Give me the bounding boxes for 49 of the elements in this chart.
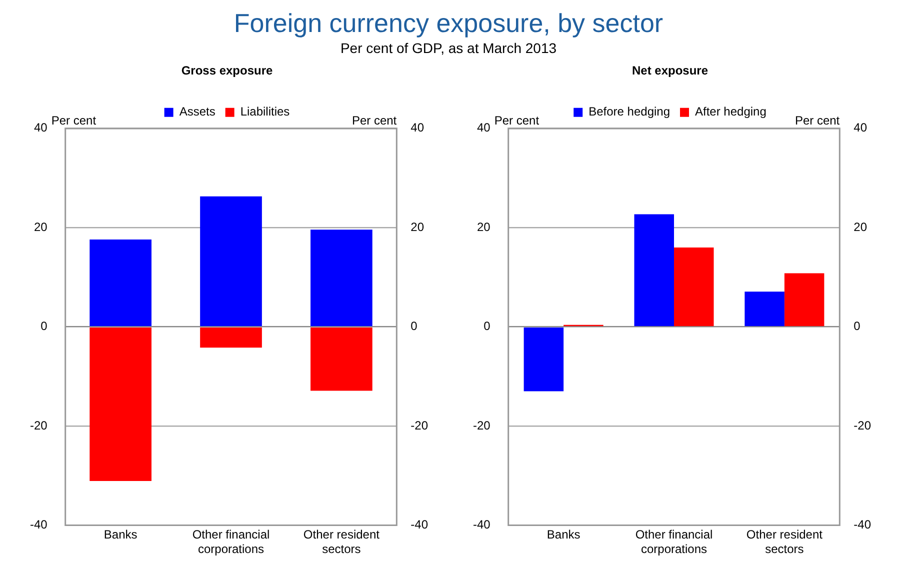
y2-tick-label: 0 [854,319,861,334]
y2-tick-label: -40 [410,518,428,532]
y-tick-label: -40 [30,518,48,532]
chart-title: Gross exposure [181,64,274,78]
y-tick-label: -20 [473,418,491,432]
chart-title: Net exposure [632,64,708,78]
bar [200,196,262,326]
bar [310,327,372,391]
y2-tick-label: -40 [854,518,872,532]
y-tick-label: 40 [476,120,491,135]
y2-tick-label: 40 [854,120,868,135]
y-tick-label: -20 [30,418,48,432]
x-tick-label: Other resident sectors [746,528,824,556]
y-axis-title: Per cent [51,114,97,128]
y2-tick-label: 20 [410,220,424,234]
bar [90,240,152,326]
y2-tick-label: 40 [410,120,424,135]
y-tick-label: 0 [40,319,48,334]
text: Per cent of GDP, as at March 2013 [339,39,558,58]
x-tick-label: Other financial corporations [635,528,713,556]
bar [744,292,784,326]
y-tick-label: 20 [34,220,48,234]
bar [310,230,372,326]
bar [784,273,824,326]
legend-label: Assets [179,104,216,119]
y2-axis-title: Per cent [794,114,840,128]
x-tick-label: Other resident sectors [303,528,380,556]
x-tick-label: Other financial corporations [192,528,270,556]
y-tick-label: -40 [473,518,491,532]
y-axis-title: Per cent [494,114,540,128]
x-tick-label: Banks [546,528,580,542]
y2-tick-label: 20 [854,220,868,234]
y2-axis-title: Per cent [352,114,398,128]
text: Foreign currency exposure, by sector [232,8,664,38]
bar [200,327,262,348]
bar [674,247,714,326]
y-tick-label: 20 [476,220,491,234]
y2-tick-label: -20 [410,418,428,432]
bar [90,327,152,482]
legend-label: Liabilities [240,104,290,119]
bar [524,327,564,392]
y-tick-label: 0 [484,319,491,334]
y2-tick-label: 0 [410,319,418,334]
y-tick-label: 40 [34,120,48,135]
legend-label: After hedging [695,104,766,119]
y2-tick-label: -20 [854,418,872,432]
legend-label: Before hedging [588,104,670,119]
x-tick-label: Banks [104,528,138,542]
bar [634,214,674,326]
